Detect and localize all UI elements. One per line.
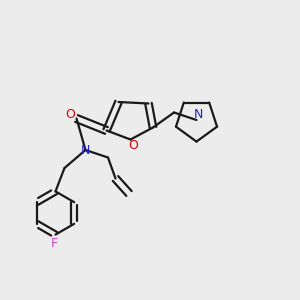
Text: N: N	[193, 107, 203, 121]
Text: O: O	[66, 108, 75, 122]
Text: O: O	[129, 139, 138, 152]
Text: N: N	[81, 143, 90, 157]
Text: F: F	[50, 237, 58, 250]
